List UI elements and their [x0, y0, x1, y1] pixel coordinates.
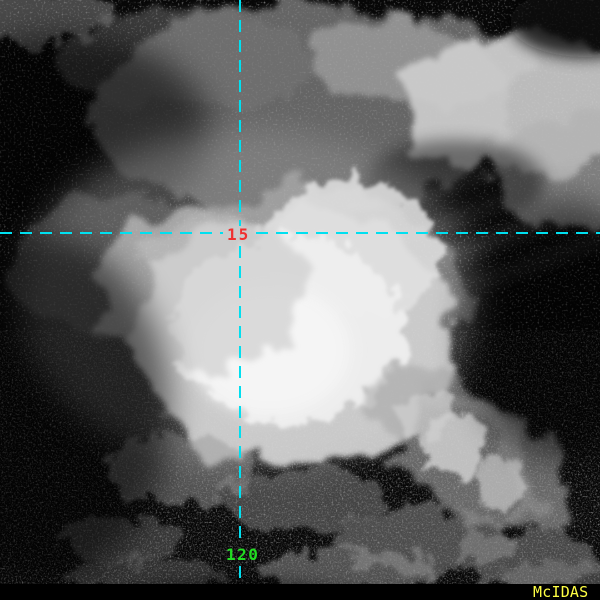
- latitude-line-left-segment: [0, 232, 223, 234]
- longitude-line-bottom-segment: [239, 566, 241, 584]
- longitude-label: 120: [226, 545, 260, 564]
- mcidas-brand-label: McIDAS: [533, 583, 589, 600]
- status-bar: 10001 GOES-17 1 10 JUL 22191 223031 0807…: [0, 584, 600, 600]
- latitude-label: 15: [227, 225, 251, 244]
- longitude-line-mid-segment: [239, 246, 241, 546]
- latitude-line-right-segment: [256, 232, 600, 234]
- longitude-line-top-segment: [239, 0, 241, 226]
- cloud-layer-southeast-tail: [362, 365, 578, 535]
